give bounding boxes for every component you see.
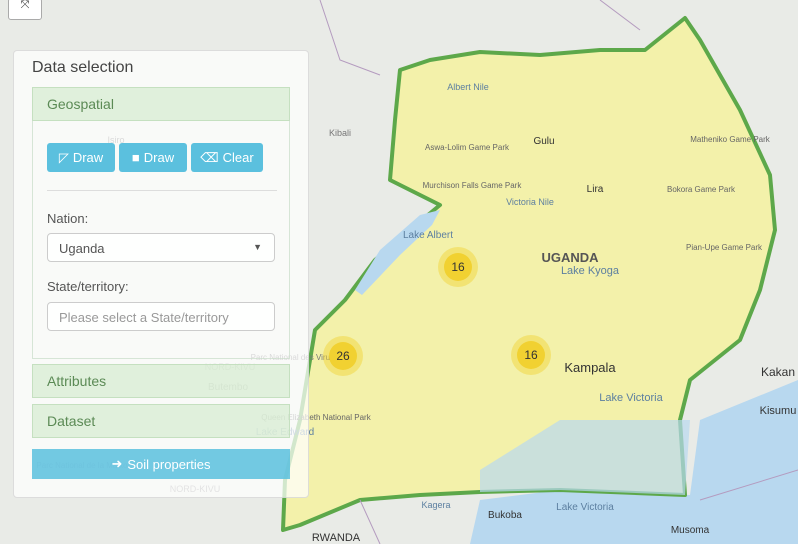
field-label: Nation: — [47, 211, 89, 226]
data-panel: Data selection Geospatial ◸ Draw ■ Draw … — [13, 50, 309, 498]
section-header[interactable]: Dataset — [32, 404, 290, 438]
map-label: Lira — [587, 184, 604, 195]
map-label: Lake Victoria — [599, 392, 663, 404]
panel-title: Data selection — [32, 59, 134, 76]
button-label: Clear — [222, 150, 254, 165]
section-header[interactable]: Geospatial — [32, 87, 290, 121]
map-label: Lake Kyoga — [561, 265, 620, 277]
map-label: Bukoba — [488, 510, 522, 521]
clear-button[interactable]: ⌫ Clear — [191, 143, 263, 172]
select-value: Uganda — [59, 241, 105, 256]
state-input[interactable]: Please select a State/territory — [47, 302, 275, 331]
map-label: Bokora Game Park — [667, 185, 736, 194]
map-label: Kibali — [329, 128, 351, 138]
cluster — [444, 253, 472, 281]
map-label: Albert Nile — [447, 82, 489, 92]
draw-rect-button[interactable]: ■ Draw — [119, 143, 187, 172]
soil-button[interactable]: ➜ Soil properties — [32, 449, 290, 479]
draw-polygon-button[interactable]: ◸ Draw — [47, 143, 115, 172]
lake — [480, 420, 690, 495]
zoom-button[interactable]: ⤧ — [8, 0, 42, 20]
lake — [355, 210, 440, 295]
button-label: Draw — [72, 150, 104, 165]
map-label: Gulu — [533, 136, 554, 147]
map-label: Kagera — [421, 500, 450, 510]
map-label: UGANDA — [541, 250, 599, 265]
divider — [47, 190, 277, 191]
map-label: Musoma — [671, 525, 710, 536]
section-header[interactable]: Attributes — [32, 364, 290, 398]
cluster-count: 16 — [524, 348, 538, 362]
button-label: Soil properties — [127, 456, 211, 472]
cluster-count: 26 — [336, 349, 350, 363]
map-label: Pian-Upe Game Park — [686, 243, 763, 252]
lake — [470, 380, 798, 544]
map-label: Victoria Nile — [506, 197, 554, 207]
map-label: Queen Elizabeth National Park — [261, 413, 371, 422]
nation-select[interactable]: Uganda ▼ — [47, 233, 275, 262]
cluster — [329, 342, 357, 370]
map-label: Matheniko Game Park — [690, 135, 771, 144]
map-label: Lake Victoria — [556, 502, 614, 513]
map-label: Kampala — [564, 360, 616, 375]
map-label: Kakan — [761, 365, 795, 379]
cluster-count: 16 — [451, 260, 465, 274]
field-label: State/territory: — [47, 279, 129, 294]
map-label: RWANDA — [312, 532, 361, 544]
map-label: Aswa-Lolim Game Park — [425, 143, 510, 152]
border — [319, 0, 798, 544]
button-label: Draw — [143, 150, 175, 165]
map-label: Murchison Falls Game Park — [423, 181, 523, 190]
cluster — [517, 341, 545, 369]
map-label: Lake Albert — [403, 230, 453, 241]
map-label: Kisumu — [760, 405, 797, 417]
section-body: ◸ Draw ■ Draw ⌫ Clear Nation: Uganda ▼ St… — [32, 119, 290, 359]
